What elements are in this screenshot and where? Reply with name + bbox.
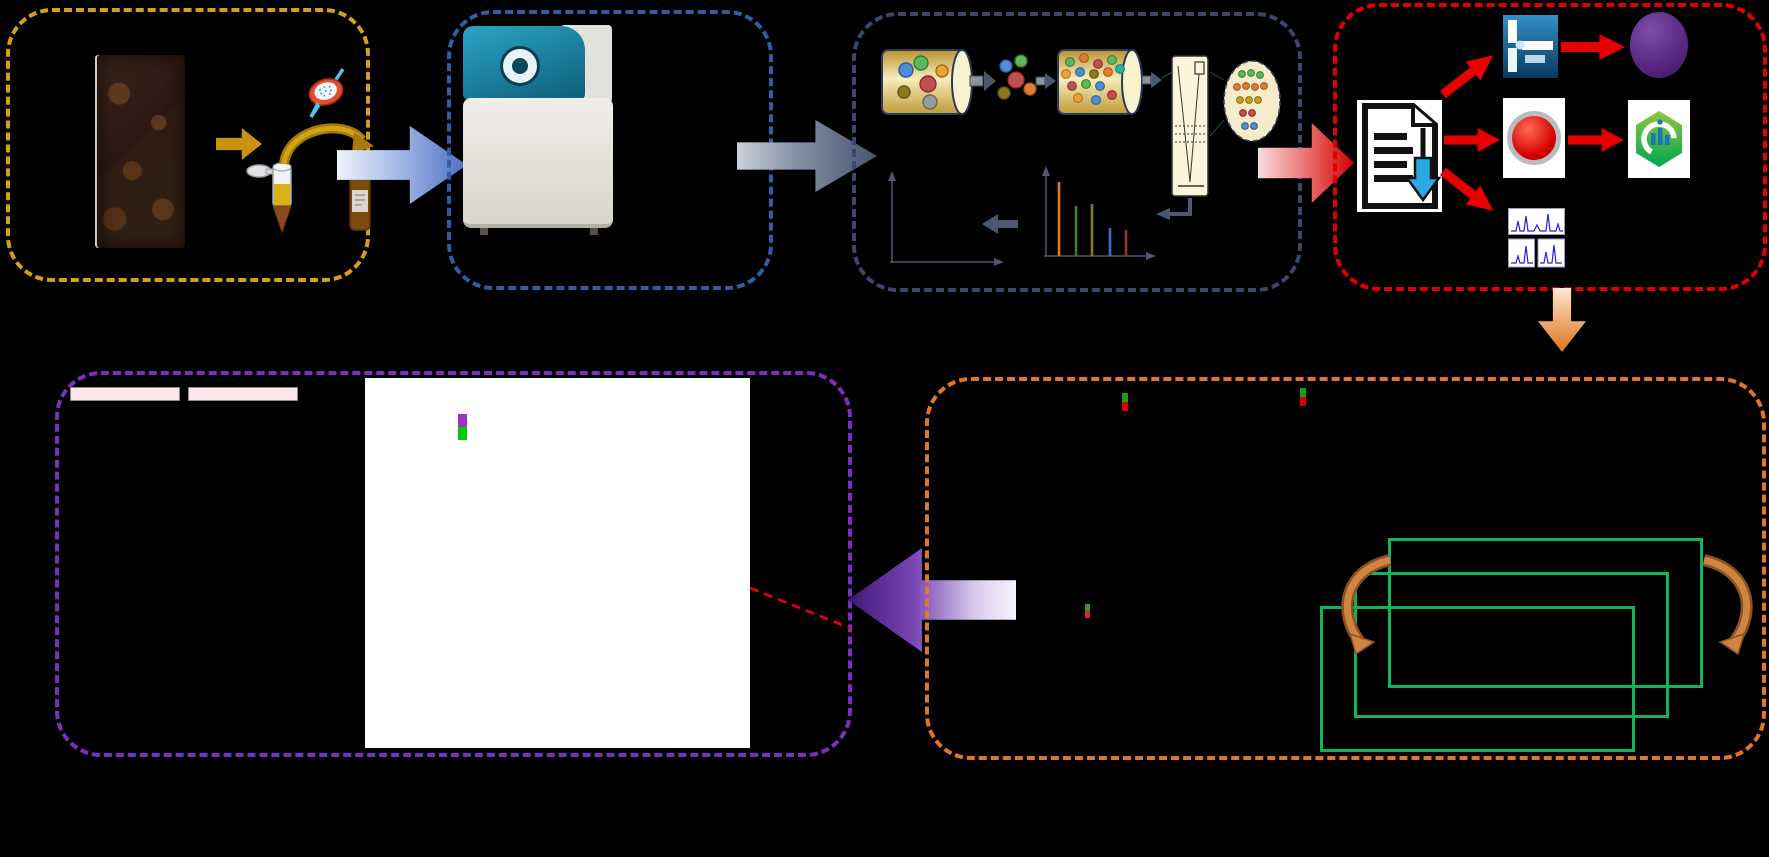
ms-spectrum-frame-1 xyxy=(1388,538,1703,688)
boxplot-group1-header xyxy=(70,387,180,401)
metaboanalyst-icon xyxy=(1628,100,1690,178)
transfer-curved-arrow xyxy=(279,123,374,166)
separation-graphic xyxy=(881,49,1281,266)
tea-brick-photo xyxy=(97,55,185,248)
simca-icon xyxy=(1630,12,1688,78)
opls-legend-green-swatch xyxy=(1300,388,1306,397)
c-tool-ring xyxy=(1507,111,1561,165)
pca-legend-red-swatch xyxy=(1122,402,1128,411)
markerview-icon xyxy=(1503,15,1558,78)
ms-cabinet xyxy=(463,98,613,228)
microcentrifuge-tube-icon xyxy=(246,162,292,234)
ms-foot-left xyxy=(480,228,488,235)
s-plot xyxy=(1152,600,1333,757)
hca-legend xyxy=(1085,604,1093,618)
pca-legend-green-swatch xyxy=(1122,393,1128,402)
heatmap-legend xyxy=(458,412,470,440)
ms-spectrum-frame-3 xyxy=(1320,606,1635,752)
legend-swatch-green xyxy=(458,427,467,440)
ms-source-inner xyxy=(512,58,528,74)
heatmap-chart xyxy=(365,378,750,748)
statistics-box xyxy=(925,377,1766,760)
correlation-scatter-chart xyxy=(60,563,350,755)
heatmap-panel xyxy=(365,378,750,748)
boxplot-chart xyxy=(60,402,345,562)
legend-swatch-purple xyxy=(458,414,467,427)
hplc-tower-1 xyxy=(638,18,714,230)
syringe-filter-icon xyxy=(308,68,345,118)
hplc-tower-2 xyxy=(716,32,774,230)
cycle-arrow-left xyxy=(1341,554,1392,655)
to-statistics-arrow xyxy=(1538,288,1586,352)
feature-scatter xyxy=(1555,382,1760,512)
ms-foot-right xyxy=(590,228,598,235)
pca-legend xyxy=(1122,393,1131,411)
boxplot-group2-header xyxy=(188,387,298,401)
oplsda-score-plot xyxy=(1145,388,1333,597)
c-tool-icon xyxy=(1503,98,1565,178)
overlaid-chromatograms xyxy=(1355,382,1525,517)
pca-score-plot xyxy=(943,394,1118,597)
hca-legend-green-swatch xyxy=(1085,604,1090,611)
opls-legend-red-swatch xyxy=(1300,397,1306,406)
hca-legend-red-swatch xyxy=(1085,611,1090,618)
data-file-icon xyxy=(1357,100,1442,212)
opls-legend xyxy=(1300,388,1309,406)
results-box xyxy=(55,371,852,757)
cycle-arrow-right xyxy=(1702,554,1753,655)
hca-dendrogram xyxy=(943,600,1143,755)
spectra-library-icon xyxy=(1508,208,1565,268)
data-processing-box xyxy=(1333,3,1767,291)
